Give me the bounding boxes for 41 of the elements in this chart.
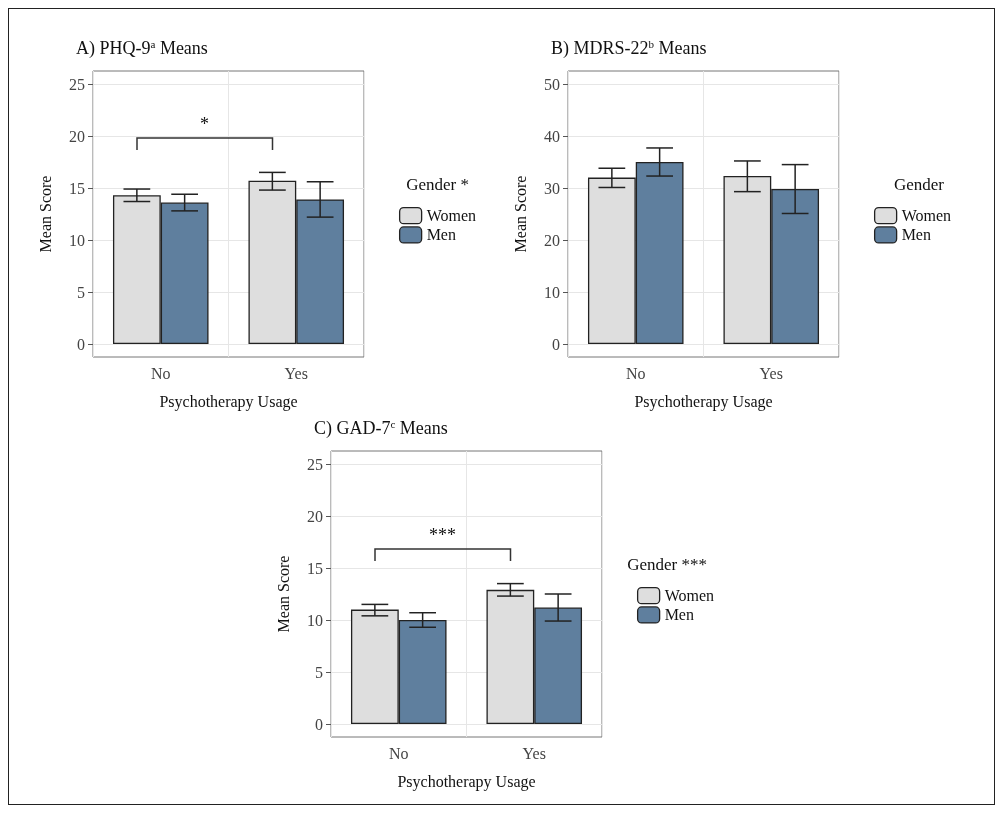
y-axis-title: Mean Score [511, 175, 529, 253]
y-tick-label: 15 [69, 179, 85, 197]
legend-label: Women [901, 207, 952, 225]
legend-title: Gender * [406, 175, 469, 194]
y-tick-label: 10 [307, 611, 323, 629]
y-tick-label: 5 [77, 283, 85, 301]
annotation: * [199, 114, 211, 136]
x-tick-label: No [625, 364, 646, 382]
y-tick-label: 30 [544, 179, 560, 197]
x-tick-label: No [150, 364, 171, 382]
legend-title: Gender *** [627, 555, 707, 574]
y-tick-label: 15 [307, 559, 323, 577]
y-tick-label: 5 [315, 663, 323, 681]
y-tick-label: 20 [307, 507, 323, 525]
y-tick-label: 0 [77, 335, 85, 353]
x-axis-title: Psychotherapy Usage [397, 772, 536, 791]
legend-title: Gender [893, 175, 945, 194]
x-tick-label: Yes [522, 744, 546, 762]
legend-label: Men [426, 226, 456, 244]
x-tick-label: Yes [284, 364, 308, 382]
y-axis-title: Mean Score [36, 175, 54, 253]
annotation: *** [428, 525, 458, 547]
y-tick-label: 25 [307, 455, 323, 473]
y-tick-label: 0 [552, 335, 560, 353]
x-axis-title: Psychotherapy Usage [159, 392, 298, 411]
y-tick-label: 50 [544, 75, 560, 93]
y-tick-label: 20 [544, 231, 560, 249]
y-tick-label: 40 [544, 127, 560, 145]
y-tick-label: 25 [69, 75, 85, 93]
x-tick-label: Yes [759, 364, 783, 382]
legend-label: Men [664, 606, 694, 624]
legend-label: Women [426, 207, 477, 225]
legend-label: Men [901, 226, 931, 244]
y-tick-label: 20 [69, 127, 85, 145]
y-axis-title: Mean Score [274, 555, 292, 633]
x-tick-label: No [388, 744, 409, 762]
y-tick-label: 0 [315, 715, 323, 733]
legend-label: Women [664, 587, 715, 605]
y-tick-label: 10 [69, 231, 85, 249]
x-axis-title: Psychotherapy Usage [634, 392, 773, 411]
y-tick-label: 10 [544, 283, 560, 301]
